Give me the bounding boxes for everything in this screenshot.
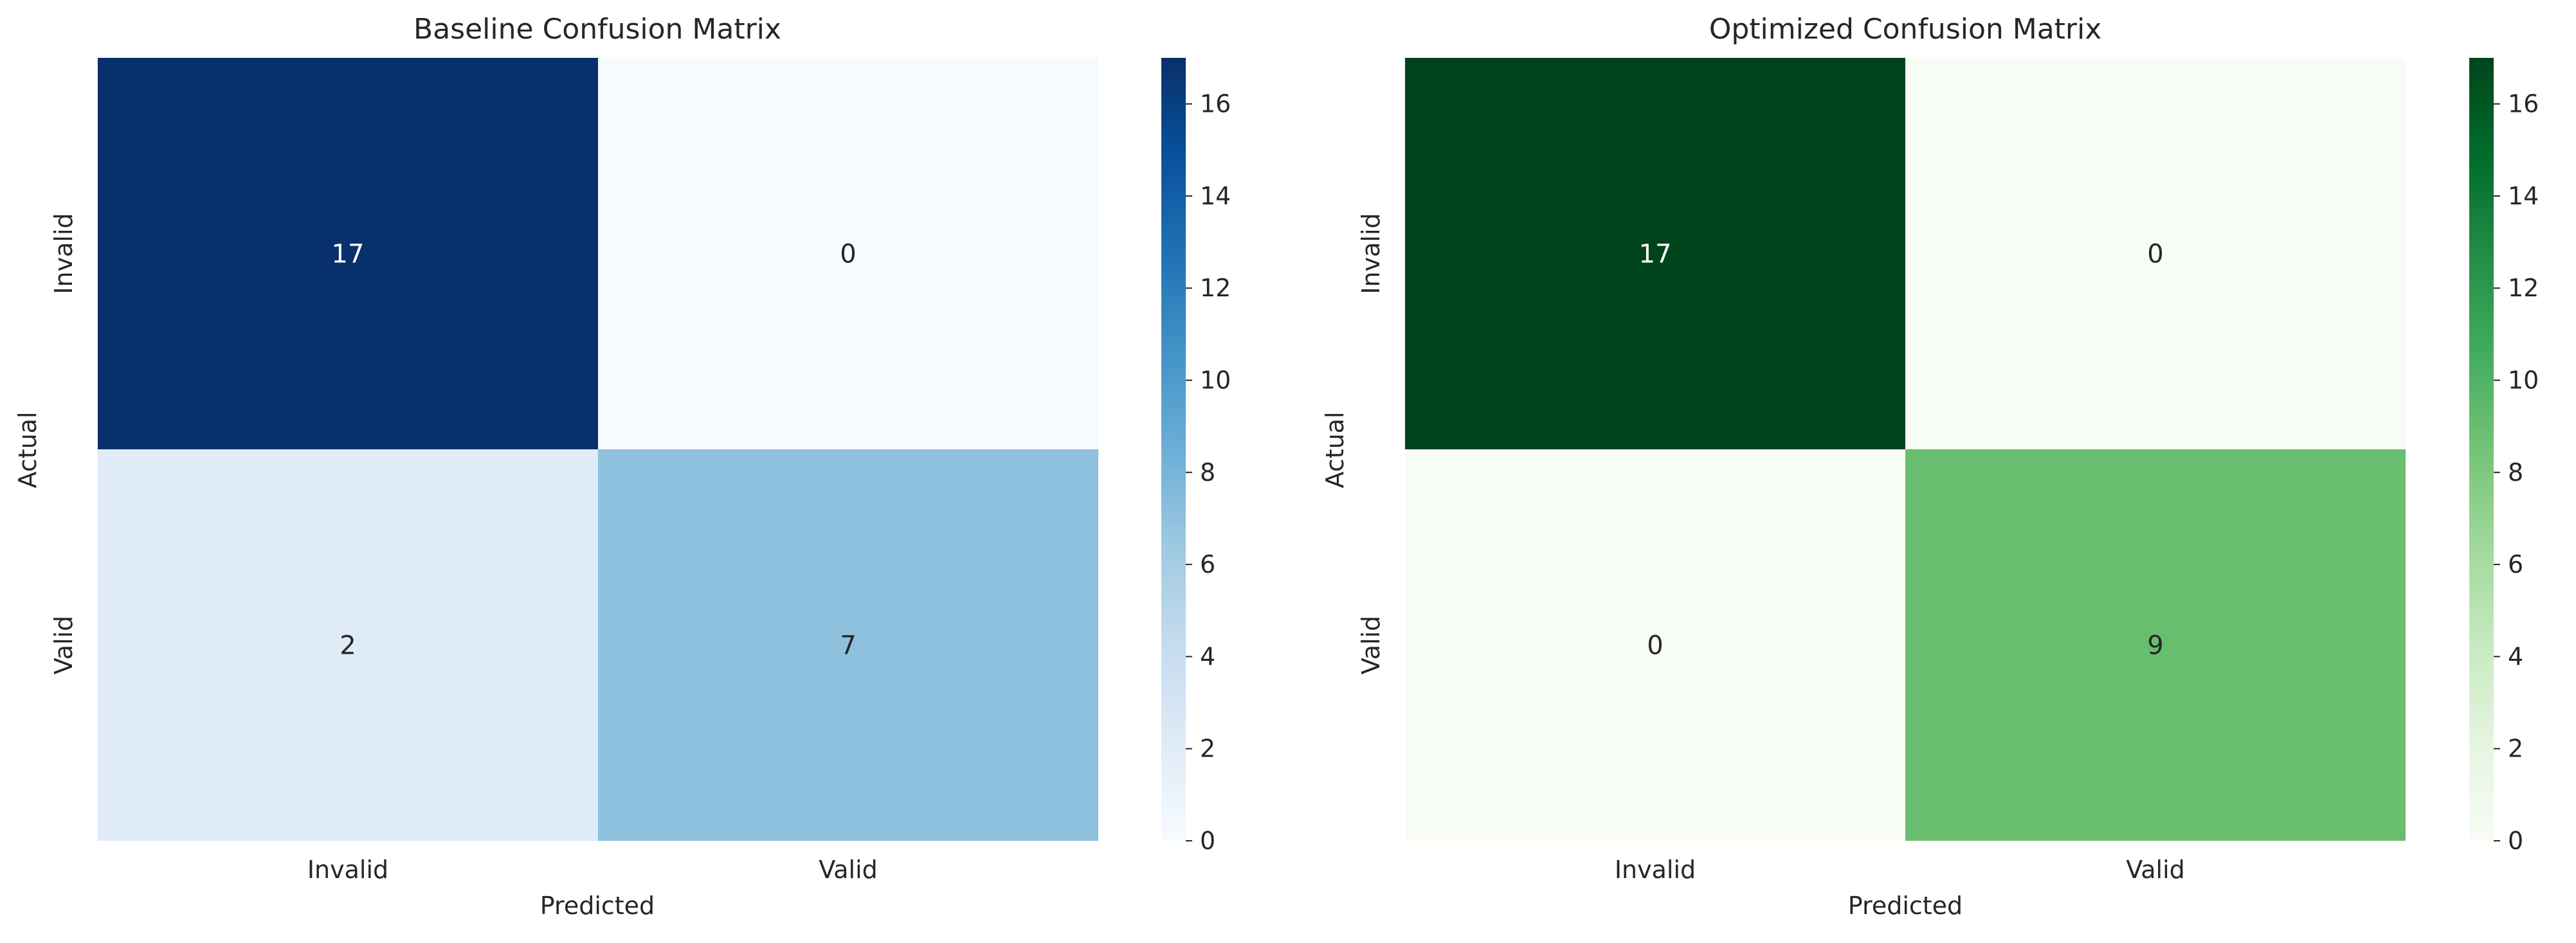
heatmap-cell [1405, 449, 1905, 841]
heatmap-cell [98, 58, 598, 449]
x-axis-label: Predicted [1848, 892, 1963, 920]
y-tick-label: Invalid [50, 213, 78, 294]
heatmap-cell [598, 58, 1098, 449]
cell-value-label: 0 [1647, 631, 1663, 661]
cell-value-label: 17 [1639, 240, 1672, 269]
heatmap-cell [598, 449, 1098, 841]
cell-value-label: 17 [332, 240, 365, 269]
colorbar-tick-label: 10 [2508, 366, 2539, 395]
colorbar-tick-label: 6 [2508, 550, 2523, 579]
heatmap-cells: 17 0 2 7 [98, 58, 1098, 841]
colorbar-tick-label: 2 [1200, 735, 1215, 763]
x-tick-label: Invalid [1615, 856, 1696, 884]
x-tick-label: Invalid [307, 856, 388, 884]
y-tick-label: Invalid [1357, 213, 1385, 294]
heatmap-cells: 17 0 0 9 [1405, 58, 2406, 841]
heatmap-panel-baseline: Baseline Confusion Matrix 17 0 2 7 Invalid V… [14, 13, 1231, 920]
colorbar-tick-label: 10 [1200, 366, 1231, 395]
colorbar-tick-label: 14 [1200, 182, 1231, 210]
colorbar-tick-label: 0 [2508, 827, 2523, 855]
heatmap-cell [98, 449, 598, 841]
colorbar-tick-label: 12 [1200, 274, 1231, 302]
chart-title: Baseline Confusion Matrix [413, 13, 781, 46]
heatmap-cell [1405, 58, 1905, 449]
cell-value-label: 9 [2147, 631, 2163, 661]
colorbar-tick-label: 4 [2508, 642, 2523, 670]
colorbar-ticks: 0 2 4 6 8 10 12 14 16 [2494, 90, 2539, 855]
x-axis-label: Predicted [540, 892, 655, 920]
y-tick-label: Valid [1357, 616, 1385, 675]
colorbar-tick-label: 8 [1200, 458, 1215, 487]
y-axis-label: Actual [14, 411, 42, 488]
colorbar-tick-label: 8 [2508, 458, 2523, 487]
x-tick-label: Valid [819, 856, 878, 884]
cell-value-label: 7 [840, 631, 856, 661]
x-tick-labels: Invalid Valid [1615, 856, 2185, 884]
x-tick-label: Valid [2126, 856, 2185, 884]
colorbar-tick-label: 6 [1200, 550, 1215, 579]
colorbar-tick-label: 16 [2508, 90, 2539, 118]
colorbar-tick-label: 12 [2508, 274, 2539, 302]
cell-value-label: 0 [840, 240, 856, 269]
y-tick-labels: Invalid Valid [1357, 213, 1385, 674]
colorbar-tick-label: 4 [1200, 642, 1215, 670]
colorbar-tick-label: 2 [2508, 735, 2523, 763]
colorbar-ticks: 0 2 4 6 8 10 12 14 16 [1186, 90, 1231, 855]
y-tick-labels: Invalid Valid [50, 213, 78, 674]
cell-value-label: 0 [2147, 240, 2163, 269]
heatmap-panel-optimized: Optimized Confusion Matrix 17 0 0 9 Invalid… [1321, 13, 2539, 920]
colorbar-tick-label: 14 [2508, 182, 2539, 210]
chart-title: Optimized Confusion Matrix [1709, 13, 2102, 46]
cell-value-label: 2 [340, 631, 356, 661]
y-tick-label: Valid [50, 616, 78, 675]
heatmap-cell [1905, 58, 2406, 449]
colorbar [1161, 58, 1186, 841]
heatmap-cell [1905, 449, 2406, 841]
colorbar-tick-label: 16 [1200, 90, 1231, 118]
y-axis-label: Actual [1321, 411, 1349, 488]
x-tick-labels: Invalid Valid [307, 856, 878, 884]
colorbar [2469, 58, 2494, 841]
colorbar-tick-label: 0 [1200, 827, 1215, 855]
